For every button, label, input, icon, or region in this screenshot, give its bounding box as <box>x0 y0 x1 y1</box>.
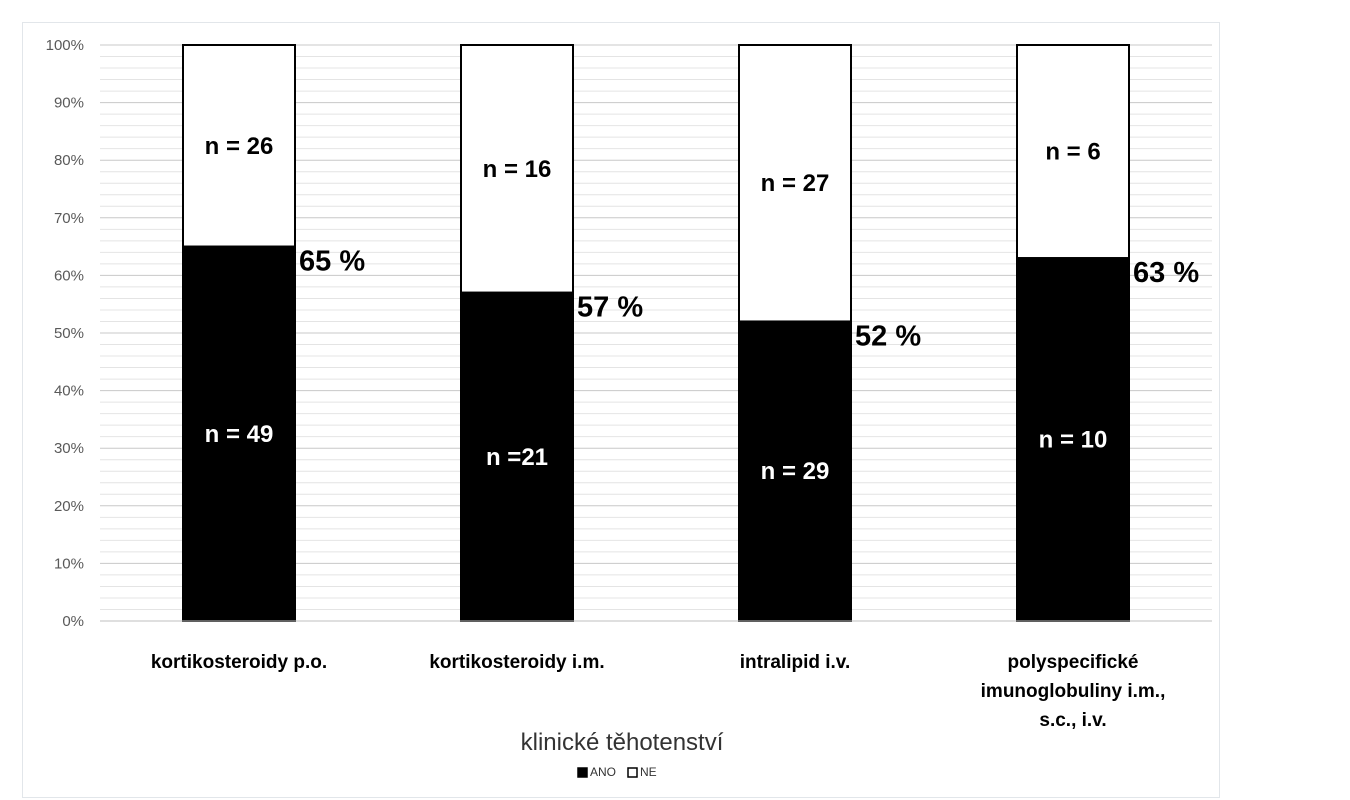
bar-segment-ne <box>182 44 296 248</box>
legend-label-ano: ANO <box>590 765 616 779</box>
y-tick-label: 100% <box>46 37 84 54</box>
y-tick-label: 10% <box>54 555 84 572</box>
category-label: s.c., i.v. <box>1039 710 1106 731</box>
bar-segment-ne <box>1016 44 1130 260</box>
data-label-ano: n = 49 <box>205 421 274 448</box>
data-label-ne: n = 16 <box>483 156 552 183</box>
data-label-ne: n = 26 <box>205 133 274 160</box>
category-label: kortikosteroidy p.o. <box>151 652 327 673</box>
bar-segment-ano <box>182 245 296 622</box>
data-label-ne: n = 27 <box>761 170 830 197</box>
y-tick-label: 20% <box>54 498 84 515</box>
category-label: kortikosteroidy i.m. <box>429 652 604 673</box>
legend-swatch-ne <box>627 767 638 778</box>
y-tick-label: 0% <box>62 613 84 630</box>
data-label-ano: n = 29 <box>761 458 830 485</box>
y-tick-label: 50% <box>54 325 84 342</box>
bar-segment-ano <box>1016 257 1130 622</box>
bar-segment-ano <box>738 320 852 622</box>
category-label: imunoglobuliny i.m., <box>981 681 1166 702</box>
x-axis-title: klinické těhotenství <box>521 729 724 756</box>
data-label-ne: n = 6 <box>1045 139 1100 166</box>
y-tick-label: 70% <box>54 210 84 227</box>
percent-label: 52 % <box>855 320 921 352</box>
percent-label: 65 % <box>299 246 365 278</box>
y-tick-label: 60% <box>54 267 84 284</box>
percent-label: 57 % <box>577 292 643 324</box>
percent-label: 63 % <box>1133 257 1199 289</box>
legend-label-ne: NE <box>640 765 657 779</box>
bar-segment-ano <box>460 291 574 622</box>
category-label: intralipid i.v. <box>740 652 851 673</box>
data-label-ano: n = 10 <box>1039 427 1108 454</box>
y-tick-label: 80% <box>54 152 84 169</box>
category-label: polyspecifické <box>1008 652 1139 673</box>
legend-swatch-ano <box>577 767 588 778</box>
y-tick-label: 30% <box>54 440 84 457</box>
data-label-ano: n =21 <box>486 444 548 471</box>
y-tick-label: 40% <box>54 383 84 400</box>
y-tick-label: 90% <box>54 95 84 112</box>
